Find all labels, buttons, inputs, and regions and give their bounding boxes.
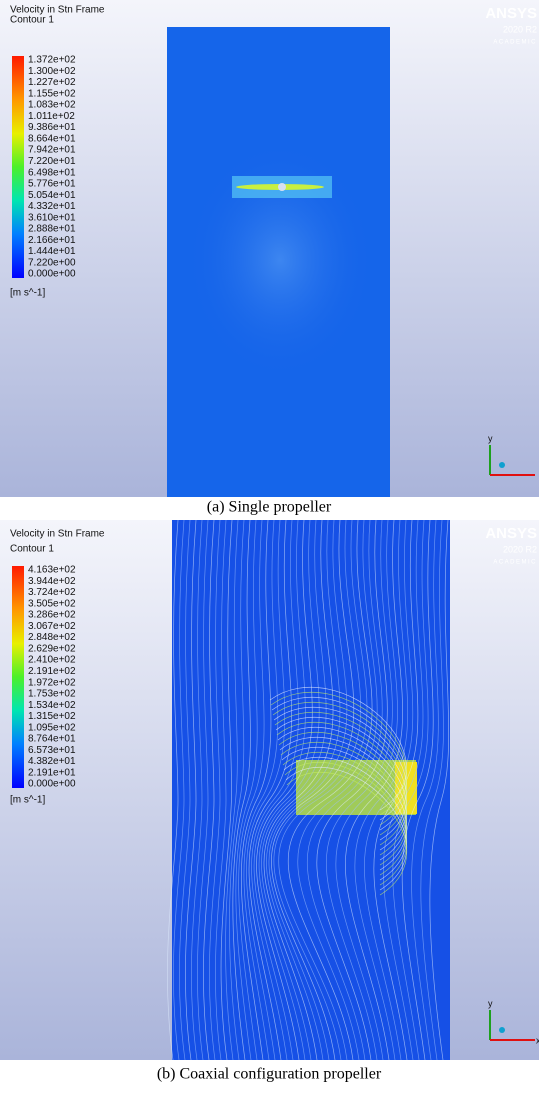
figure: Velocity in Stn FrameContour 11.372e+021… [0,0,539,1089]
logo-brand: ANSYS [485,5,537,22]
legend-label: 3.505e+02 [28,598,76,609]
legend-label: 8.664e+01 [28,133,76,144]
legend-label: 1.972e+02 [28,677,76,688]
legend-label: 2.191e+02 [28,666,76,677]
colorbar [12,56,24,278]
legend-label: 3.724e+02 [28,587,76,598]
logo-brand: ANSYS [485,525,537,542]
logo-version: 2020 R2 [503,544,537,554]
triad-label: y [488,998,493,1008]
legend-label: 4.163e+02 [28,565,76,576]
triad-label: y [488,433,493,443]
legend-label: 8.764e+01 [28,734,76,745]
legend-label: 6.498e+01 [28,167,76,178]
legend-label: 0.000e+00 [28,779,76,790]
legend-label: 4.382e+01 [28,756,76,767]
colorbar [12,566,24,788]
legend-label: 1.753e+02 [28,689,76,700]
legend-label: 2.166e+01 [28,235,76,246]
triad-axis-z [499,462,505,468]
logo-edition: ACADEMIC [493,560,537,566]
legend-subtitle: Contour 1 [10,544,54,555]
legend-subtitle: Contour 1 [10,15,54,26]
legend-label: 1.011e+02 [28,111,75,122]
caption: (b) Coaxial configuration propeller [157,1066,382,1083]
legend-label: 2.629e+02 [28,643,76,654]
legend-label: 4.332e+01 [28,201,76,212]
legend-label: 1.095e+02 [28,722,76,733]
legend-label: 1.444e+01 [28,246,76,257]
legend-unit: [m s^-1] [10,795,45,806]
legend-label: 7.220e+00 [28,257,76,268]
legend-title: Velocity in Stn Frame [10,529,105,540]
legend-label: 6.573e+01 [28,745,76,756]
legend-label: 1.315e+02 [28,711,76,722]
legend-label: 3.067e+02 [28,621,76,632]
legend-label: 1.083e+02 [28,100,76,111]
legend-label: 2.191e+01 [28,767,76,778]
caption: (a) Single propeller [207,499,332,516]
legend-label: 1.227e+02 [28,77,76,88]
legend-label: 3.286e+02 [28,610,76,621]
legend-label: 3.944e+02 [28,576,76,587]
legend-label: 9.386e+01 [28,122,76,133]
legend-label: 2.888e+01 [28,224,76,235]
legend-label: 5.776e+01 [28,179,76,190]
logo-version: 2020 R2 [503,24,537,34]
legend-label: 3.610e+01 [28,212,76,223]
legend-label: 1.372e+02 [28,55,76,66]
propeller-hub [278,183,286,191]
legend-label: 1.155e+02 [28,88,76,99]
logo-edition: ACADEMIC [493,40,537,46]
legend-unit: [m s^-1] [10,288,45,299]
legend-label: 7.220e+01 [28,156,76,167]
legend-label: 1.534e+02 [28,700,76,711]
legend-label: 2.848e+02 [28,632,76,643]
legend-label: 7.942e+01 [28,145,76,156]
page: {"panels": [ {"legend": {"title": "Veloc… [0,0,539,1089]
legend-label: 2.410e+02 [28,655,76,666]
legend-label: 1.300e+02 [28,66,76,77]
triad-axis-z [499,1027,505,1033]
legend-label: 0.000e+00 [28,269,76,280]
legend-label: 5.054e+01 [28,190,76,201]
